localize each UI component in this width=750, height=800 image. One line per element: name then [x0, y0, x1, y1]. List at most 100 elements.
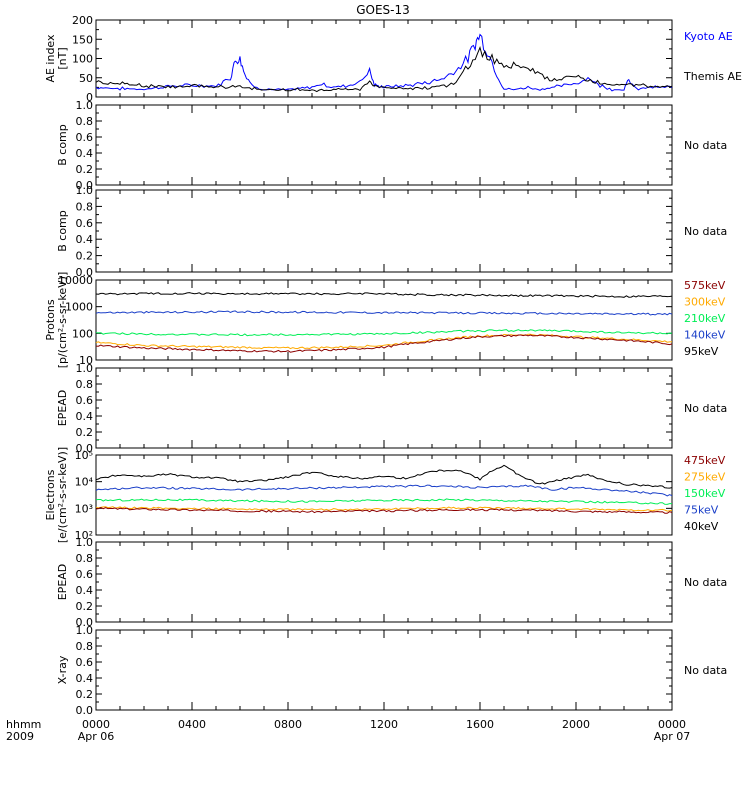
y-tick-label: 10²: [75, 529, 93, 542]
y-axis-label: Protons: [44, 299, 57, 340]
x-tick-label: 2000: [562, 718, 590, 731]
y-tick-label: 0.4: [76, 672, 94, 685]
series-line-475kev: [95, 506, 673, 514]
x-tick-label: 0800: [274, 718, 302, 731]
y-tick-label: 100: [72, 53, 93, 66]
y-tick-label: 0.2: [76, 688, 94, 701]
legend-entry: Themis AE: [683, 70, 742, 83]
legend-entry: 275keV: [684, 471, 726, 484]
hhmm-label: hhmm: [6, 718, 41, 731]
legend-entry: 95keV: [684, 345, 719, 358]
end-date-label: Apr 07: [654, 730, 691, 743]
start-date-label: Apr 06: [78, 730, 115, 743]
y-tick-label: 200: [72, 14, 93, 27]
y-tick-label: 0.4: [76, 410, 94, 423]
y-tick-label: 0.8: [76, 200, 94, 213]
legend-entry: 575keV: [684, 279, 726, 292]
year-label: 2009: [6, 730, 34, 743]
y-tick-label: 0.0: [76, 704, 94, 717]
panel-epead2: 0.0 0.2 0.4 0.6 0.8 1.0 EPEAD No data: [56, 536, 727, 629]
y-tick-label: 1.0: [76, 536, 94, 549]
y-tick-label: 0.4: [76, 233, 94, 246]
y-tick-label: 0.6: [76, 656, 94, 669]
y-tick-label: 10: [79, 354, 93, 367]
series-line-40kev: [95, 464, 673, 489]
no-data-label: No data: [684, 139, 727, 152]
series-line-140kev: [95, 310, 673, 316]
no-data-label: No data: [684, 576, 727, 589]
y-tick-label: 1.0: [76, 362, 94, 375]
panel-ae: 0 50 100 150 200 AE index [nT] Kyoto AE Themis A…: [44, 14, 742, 104]
y-axis-label: AE index: [44, 34, 57, 83]
legend-entry: 150keV: [684, 487, 726, 500]
y-tick-label: 0.8: [76, 378, 94, 391]
y-tick-label: 0.4: [76, 147, 94, 160]
panel-bcomp1: 0.0 0.2 0.4 0.6 0.8 1.0 B comp No data: [56, 99, 727, 192]
y-tick-label: 0.0: [76, 442, 94, 455]
y-axis-label: EPEAD: [56, 390, 69, 427]
y-tick-label: 0.6: [76, 568, 94, 581]
y-axis-label: B comp: [56, 210, 69, 252]
series-line-75kev: [95, 484, 673, 497]
panel-frame: [95, 367, 673, 449]
legend-entry: 475keV: [684, 454, 726, 467]
no-data-label: No data: [684, 402, 727, 415]
y-tick-label: 0.2: [76, 426, 94, 439]
series-line-210kev: [95, 329, 673, 337]
y-tick-label: 0.0: [76, 616, 94, 629]
panel-frame: [95, 189, 673, 273]
y-tick-label: 1.0: [76, 184, 94, 197]
no-data-label: No data: [684, 225, 727, 238]
x-tick-label: 0000: [658, 718, 686, 731]
y-tick-label: 1.0: [76, 99, 94, 112]
time-axis: hhmm 2009 Apr 06 Apr 07 0000 0400 0800 1200…: [6, 718, 690, 743]
panel-epead1: 0.0 0.2 0.4 0.6 0.8 1.0 EPEAD No data: [56, 362, 727, 455]
series-line-275kev: [95, 506, 673, 512]
x-tick-label: 1200: [370, 718, 398, 731]
y-axis-label: Electrons: [44, 469, 57, 520]
y-tick-label: 0.0: [76, 266, 94, 279]
y-tick-label: 0.2: [76, 600, 94, 613]
y-axis-label: EPEAD: [56, 564, 69, 601]
y-axis-label: B comp: [56, 124, 69, 166]
x-tick-label: 0000: [82, 718, 110, 731]
y-tick-label: 0.8: [76, 640, 94, 653]
y-tick-label: 0.2: [76, 250, 94, 263]
panel-frame: [95, 454, 673, 536]
y-axis-label: [nT]: [56, 47, 69, 69]
series-line-themis-ae: [95, 45, 673, 93]
legend-entry: 140keV: [684, 329, 726, 342]
y-tick-label: 0: [86, 91, 93, 104]
y-tick-label: 0.2: [76, 163, 94, 176]
series-line-kyoto-ae: [95, 33, 673, 92]
series-line-95kev: [95, 292, 673, 298]
panel-electrons: 10² 10³ 10⁴ 10⁵ Electrons [e/(cm²-s-sr-keV)] 4…: [44, 447, 726, 543]
y-tick-label: 1000: [65, 301, 93, 314]
panel-bcomp2: 0.0 0.2 0.4 0.6 0.8 1.0 B comp No data: [56, 184, 727, 279]
panel-frame: [95, 541, 673, 623]
y-tick-label: 150: [72, 33, 93, 46]
y-tick-label: 0.4: [76, 584, 94, 597]
plot-title: GOES-13: [356, 3, 410, 17]
series-line-300kev: [95, 333, 673, 350]
y-tick-label: 0.0: [76, 179, 94, 192]
y-tick-label: 0.6: [76, 394, 94, 407]
x-tick-label: 1600: [466, 718, 494, 731]
y-tick-label: 0.8: [76, 552, 94, 565]
y-tick-label: 100: [72, 327, 93, 340]
y-tick-label: 50: [79, 72, 93, 85]
y-tick-label: 0.6: [76, 131, 94, 144]
y-tick-label: 1.0: [76, 624, 94, 637]
legend-entry: 40keV: [684, 520, 719, 533]
y-tick-label: 0.8: [76, 115, 94, 128]
legend-entry: Kyoto AE: [684, 30, 733, 43]
legend-entry: 300keV: [684, 296, 726, 309]
legend-entry: 210keV: [684, 312, 726, 325]
y-tick-label: 10000: [58, 274, 93, 287]
y-axis-label: [p/(cm²-s-sr-keV)]: [56, 272, 69, 369]
y-tick-label: 10³: [75, 502, 93, 515]
panel-xray: 0.0 0.2 0.4 0.6 0.8 1.0 X-ray No data: [56, 624, 727, 717]
panel-frame: [95, 104, 673, 186]
